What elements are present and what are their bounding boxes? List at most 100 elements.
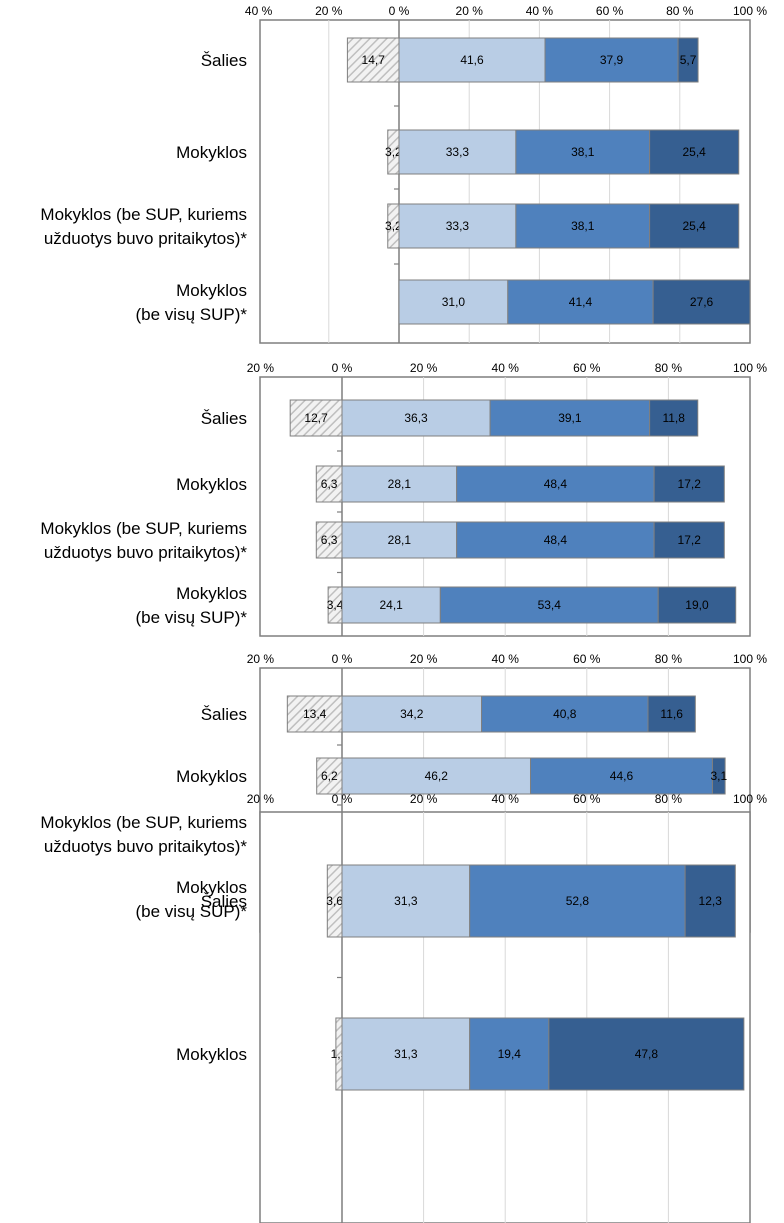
- chart-1-category-label: Mokyklos: [176, 143, 247, 162]
- chart-2-tick-label: 20 %: [247, 361, 275, 375]
- chart-2-bar-segment-2: [456, 465, 655, 503]
- chart-2-bar-segment-3: [657, 586, 737, 624]
- chart-3-category-label: užduotys buvo pritaikytos)*: [44, 837, 248, 856]
- chart-3-bar-label: 3,1: [710, 769, 727, 783]
- chart-2-bar-negative-label: 6,3: [321, 477, 338, 491]
- chart-3-tick-label: 20 %: [410, 652, 438, 666]
- chart-2-bar-label: 28,1: [388, 533, 412, 547]
- chart-2-bar-segment-2: [489, 399, 651, 437]
- chart-1-bar-segment-1: [398, 279, 509, 325]
- chart-2-bar-segment-1: [341, 399, 491, 437]
- chart-1-bar-segment-1: [398, 129, 517, 175]
- chart-1-bar-segment-2: [507, 279, 654, 325]
- chart-2-category-label: (be visų SUP)*: [136, 608, 248, 627]
- chart-4-tick-label: 0 %: [332, 792, 353, 806]
- chart-3-bar-negative-label: 13,4: [303, 707, 327, 721]
- chart-2-category-label: Mokyklos: [176, 584, 247, 603]
- chart-1-tick-label: 60 %: [596, 4, 624, 18]
- chart-2-bar-label: 24,1: [379, 598, 403, 612]
- chart-2-bar-segment-1: [341, 465, 458, 503]
- chart-2-bar-negative-label: 12,7: [304, 411, 328, 425]
- chart-1-bar-segment-3: [677, 37, 699, 83]
- chart-2-bar-label: 48,4: [544, 477, 568, 491]
- chart-1-bar-segment-1: [398, 203, 517, 249]
- chart-2-tick-label: 100 %: [733, 361, 767, 375]
- chart-2-bar-label: 17,2: [678, 533, 702, 547]
- chart-4-tick-label: 20 %: [410, 792, 438, 806]
- chart-2-category-label: Mokyklos: [176, 475, 247, 494]
- chart-2-bar-segment-1: [341, 586, 441, 624]
- chart-1-bar-label: 33,3: [446, 219, 470, 233]
- chart-1-category-label: Mokyklos: [176, 281, 247, 300]
- chart-4-tick-label: 40 %: [492, 792, 520, 806]
- chart-3-tick-label: 80 %: [655, 652, 683, 666]
- chart-2-bar-label: 48,4: [544, 533, 568, 547]
- chart-1-category-label: užduotys buvo pritaikytos)*: [44, 229, 248, 248]
- chart-1-bar-negative: [346, 37, 400, 83]
- chart-2-bar-label: 11,8: [662, 411, 685, 425]
- chart-4-bar-label: 31,3: [394, 1047, 418, 1061]
- chart-1-bar-segment-2: [515, 203, 651, 249]
- chart-2-bar-segment-3: [653, 521, 725, 559]
- chart-1-bar-label: 25,4: [683, 219, 707, 233]
- chart-1-tick-label: 20 %: [315, 4, 343, 18]
- chart-4-tick-label: 60 %: [573, 792, 601, 806]
- chart-3-bar-segment-1: [341, 757, 531, 795]
- chart-2-bar-segment-1: [341, 521, 458, 559]
- chart-2-bar-segment-3: [653, 465, 725, 503]
- chart-4-bar-label: 31,3: [394, 894, 418, 908]
- chart-3-bar-label: 46,2: [425, 769, 449, 783]
- chart-1-tick-label: 80 %: [666, 4, 694, 18]
- chart-2-category-label: Šalies: [201, 409, 247, 428]
- chart-3-bar-label: 11,6: [660, 707, 683, 721]
- chart-2-tick-label: 80 %: [655, 361, 683, 375]
- chart-2-bar-label: 19,0: [685, 598, 709, 612]
- chart-4-bar-label: 47,8: [635, 1047, 659, 1061]
- chart-1-bar-label: 38,1: [571, 145, 595, 159]
- chart-1-bar-negative-label: 14,7: [362, 53, 386, 67]
- chart-1-bar-label: 5,7: [680, 53, 697, 67]
- chart-3-bar-label: 34,2: [400, 707, 424, 721]
- chart-1-bar-segment-3: [652, 279, 751, 325]
- chart-1-bar-label: 31,0: [442, 295, 466, 309]
- chart-1-category-label: (be visų SUP)*: [136, 305, 248, 324]
- chart-3-category-label: Mokyklos: [176, 767, 247, 786]
- chart-1-bar-segment-3: [649, 129, 740, 175]
- chart-2-tick-label: 60 %: [573, 361, 601, 375]
- chart-2-tick-label: 20 %: [410, 361, 438, 375]
- chart-3-bar-negative: [286, 695, 343, 733]
- chart-2-bar-label: 53,4: [538, 598, 562, 612]
- chart-3-tick-label: 60 %: [573, 652, 601, 666]
- chart-4-tick-label: 80 %: [655, 792, 683, 806]
- chart-3-bar-label: 44,6: [610, 769, 634, 783]
- chart-1-category-label: Mokyklos (be SUP, kuriems: [40, 205, 247, 224]
- chart-3-bar-segment-2: [529, 757, 713, 795]
- chart-1-bar-negative-label: 3,2: [385, 145, 402, 159]
- chart-3-category-label: (be visų SUP)*: [136, 902, 248, 921]
- chart-4-bar-segment-1: [341, 864, 471, 938]
- chart-2-bar-segment-3: [649, 399, 699, 437]
- chart-4-bar-segment-2: [469, 1017, 550, 1091]
- chart-1-bar-label: 33,3: [446, 145, 470, 159]
- chart-1-bar-segment-2: [515, 129, 651, 175]
- chart-2-bar-segment-2: [439, 586, 659, 624]
- chart-1-tick-label: 0 %: [389, 4, 410, 18]
- chart-1-tick-label: 40 %: [245, 4, 273, 18]
- chart-2-bar-label: 36,3: [404, 411, 428, 425]
- chart-2-category-label: Mokyklos (be SUP, kuriems: [40, 519, 247, 538]
- chart-1-tick-label: 100 %: [733, 4, 767, 18]
- chart-3-tick-label: 100 %: [733, 652, 767, 666]
- chart-1-bar-label: 27,6: [690, 295, 714, 309]
- chart-2-bar-negative: [315, 465, 343, 503]
- chart-4-category-label: Mokyklos: [176, 1045, 247, 1064]
- chart-3-bar-negative-label: 6,2: [321, 769, 338, 783]
- chart-1-bar-label: 41,6: [460, 53, 484, 67]
- chart-2-bar-negative-label: 6,3: [321, 533, 338, 547]
- chart-1-bar-segment-2: [544, 37, 679, 83]
- chart-2-category-label: užduotys buvo pritaikytos)*: [44, 543, 248, 562]
- chart-3-category-label: Mokyklos (be SUP, kuriems: [40, 813, 247, 832]
- chart-2-bar-negative-label: 3,4: [327, 598, 344, 612]
- chart-3-bar-segment-2: [481, 695, 649, 733]
- chart-4-bar-label: 12,3: [699, 894, 723, 908]
